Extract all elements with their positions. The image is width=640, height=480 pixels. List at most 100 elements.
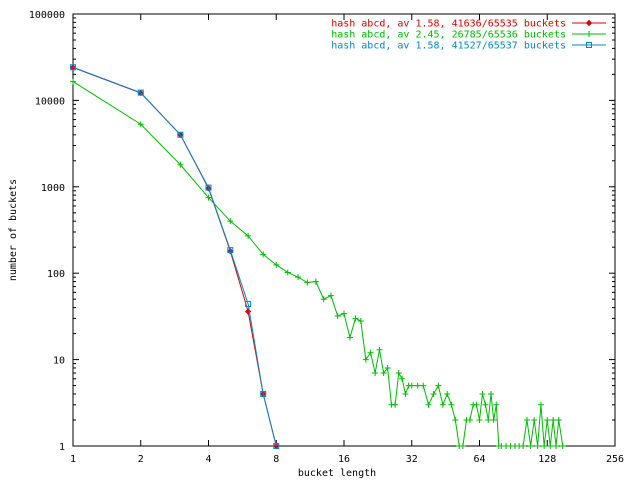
data-point (527, 443, 534, 449)
data-point (488, 390, 495, 397)
x-tick-label: 16 (338, 454, 350, 465)
legend-label: hash abcd, av 2.45, 26785/65536 buckets (331, 30, 566, 41)
data-point (452, 416, 459, 423)
data-point (380, 369, 387, 376)
data-point (399, 375, 406, 382)
data-point (312, 278, 319, 285)
data-point (466, 416, 473, 423)
data-series (69, 64, 566, 450)
data-point (473, 401, 480, 408)
data-point (547, 443, 554, 449)
x-tick-label: 2 (138, 454, 144, 465)
data-point (295, 274, 302, 281)
data-point (435, 382, 442, 389)
series-2 (70, 78, 566, 449)
data-point (555, 416, 562, 423)
legend: hash abcd, av 1.58, 41636/65535 bucketsh… (331, 19, 606, 52)
plot-border (72, 13, 616, 447)
y-tick-label: 10 (53, 356, 65, 367)
data-point (544, 416, 551, 423)
legend-label: hash abcd, av 1.58, 41636/65535 buckets (331, 19, 566, 30)
data-point (550, 416, 557, 423)
data-point (227, 218, 234, 225)
data-point (352, 315, 359, 322)
data-point (384, 364, 391, 371)
data-point (70, 64, 76, 71)
x-tick-label: 256 (606, 454, 624, 465)
data-point (402, 390, 409, 397)
data-point (537, 401, 544, 408)
data-point (205, 194, 212, 201)
data-point (553, 443, 560, 449)
data-point (586, 31, 592, 37)
data-point (490, 416, 497, 423)
data-point (586, 42, 592, 48)
data-point (414, 382, 421, 389)
data-point (485, 416, 492, 423)
data-point (534, 443, 541, 449)
data-point (367, 349, 374, 356)
data-point (320, 296, 327, 303)
data-point (70, 78, 76, 85)
x-tick-label: 8 (273, 454, 279, 465)
data-point (341, 310, 347, 317)
data-point (459, 443, 466, 449)
x-tick-label: 128 (538, 454, 556, 465)
y-tick-label: 1 (59, 442, 65, 453)
y-tick-label: 100000 (29, 10, 65, 21)
x-tick-label: 1 (70, 454, 76, 465)
data-point (334, 312, 341, 319)
data-point (430, 390, 437, 397)
data-point (137, 89, 144, 96)
data-point (357, 317, 364, 324)
data-point (520, 443, 527, 449)
data-point (273, 443, 280, 449)
data-point (541, 443, 548, 449)
data-point (476, 416, 483, 423)
data-point (444, 390, 451, 397)
legend-label: hash abcd, av 1.58, 41527/65537 buckets (331, 41, 566, 52)
data-point (260, 390, 267, 397)
data-point (260, 251, 267, 258)
data-point (392, 401, 399, 408)
data-point (408, 382, 415, 389)
data-point (205, 184, 212, 191)
series-line (72, 67, 277, 447)
data-point (425, 401, 432, 408)
data-point (177, 161, 184, 168)
data-point (531, 416, 538, 423)
y-tick-label: 1000 (41, 183, 65, 194)
y-tick-label: 10000 (35, 96, 65, 107)
y-tick-label: 100 (47, 269, 65, 280)
axis-ticks: 1 2 4 8 16 32 64 128 256 1 10 100 1000 10000 100000 (29, 10, 624, 465)
data-point (372, 369, 379, 376)
x-tick-label: 4 (205, 454, 211, 465)
series-1 (69, 64, 280, 450)
data-point (420, 382, 427, 389)
data-point (227, 247, 234, 254)
data-point (439, 401, 446, 408)
plot-frame (72, 13, 616, 447)
data-point (284, 269, 291, 276)
series-line (72, 81, 564, 447)
data-point (448, 401, 455, 408)
data-point (559, 443, 566, 449)
data-point (346, 334, 353, 341)
data-point (245, 301, 252, 308)
series-line (72, 66, 277, 447)
x-tick-label: 32 (406, 454, 418, 465)
data-point (362, 356, 369, 363)
data-point (395, 369, 402, 376)
data-point (245, 232, 252, 239)
series-3 (70, 64, 280, 449)
y-axis-label: number of buckets (8, 179, 19, 281)
data-point (493, 401, 500, 408)
data-point (327, 292, 334, 299)
data-point (585, 19, 593, 27)
data-point (304, 279, 311, 286)
data-point (177, 131, 184, 138)
data-point (482, 401, 489, 408)
data-point (523, 416, 530, 423)
data-point (273, 261, 280, 268)
